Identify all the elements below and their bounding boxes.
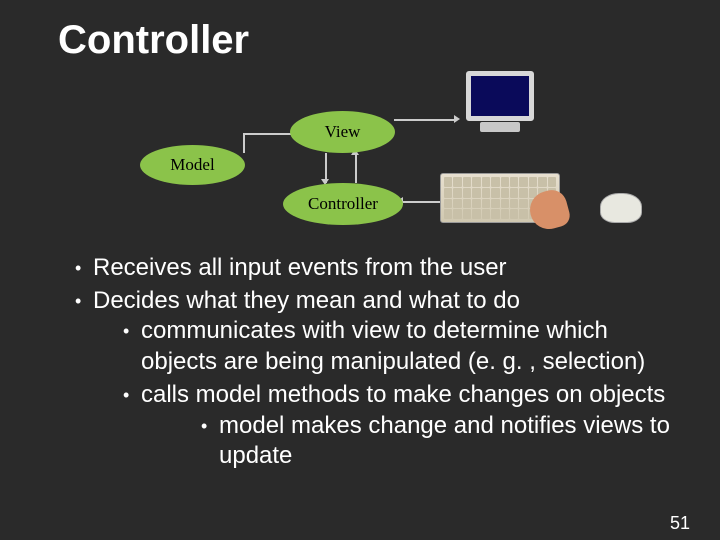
- controller-label: Controller: [308, 194, 378, 214]
- arrow-controller-view: [355, 153, 357, 183]
- bullet-text: calls model methods to make changes on o…: [141, 381, 665, 408]
- arrow-model-view-v: [243, 133, 245, 153]
- mouse-icon: [600, 193, 642, 223]
- list-item: model makes change and notifies views to…: [201, 411, 680, 472]
- bullet-text: model makes change and notifies views to…: [219, 412, 670, 470]
- list-item: Decides what they mean and what to do co…: [75, 286, 680, 472]
- bullet-text: communicates with view to determine whic…: [141, 317, 645, 375]
- arrow-keyboard-controller: [402, 201, 440, 203]
- view-label: View: [325, 122, 361, 142]
- view-node: View: [290, 111, 395, 153]
- slide: Controller Model View Controller: [0, 0, 720, 540]
- bullet-text: Decides what they mean and what to do: [93, 287, 520, 314]
- controller-node: Controller: [283, 183, 403, 225]
- mvc-diagram: Model View Controller: [0, 73, 720, 253]
- slide-title: Controller: [0, 18, 720, 63]
- bullet-text: Receives all input events from the user: [93, 254, 507, 281]
- arrow-view-monitor: [394, 119, 456, 121]
- list-item: Receives all input events from the user: [75, 253, 680, 284]
- model-node: Model: [140, 145, 245, 185]
- page-number: 51: [670, 513, 690, 534]
- list-item: calls model methods to make changes on o…: [123, 380, 680, 472]
- list-item: communicates with view to determine whic…: [123, 316, 680, 377]
- monitor-icon: [460, 71, 540, 143]
- bullet-list: Receives all input events from the user …: [0, 253, 720, 472]
- model-label: Model: [170, 155, 214, 175]
- arrow-model-view: [243, 133, 291, 135]
